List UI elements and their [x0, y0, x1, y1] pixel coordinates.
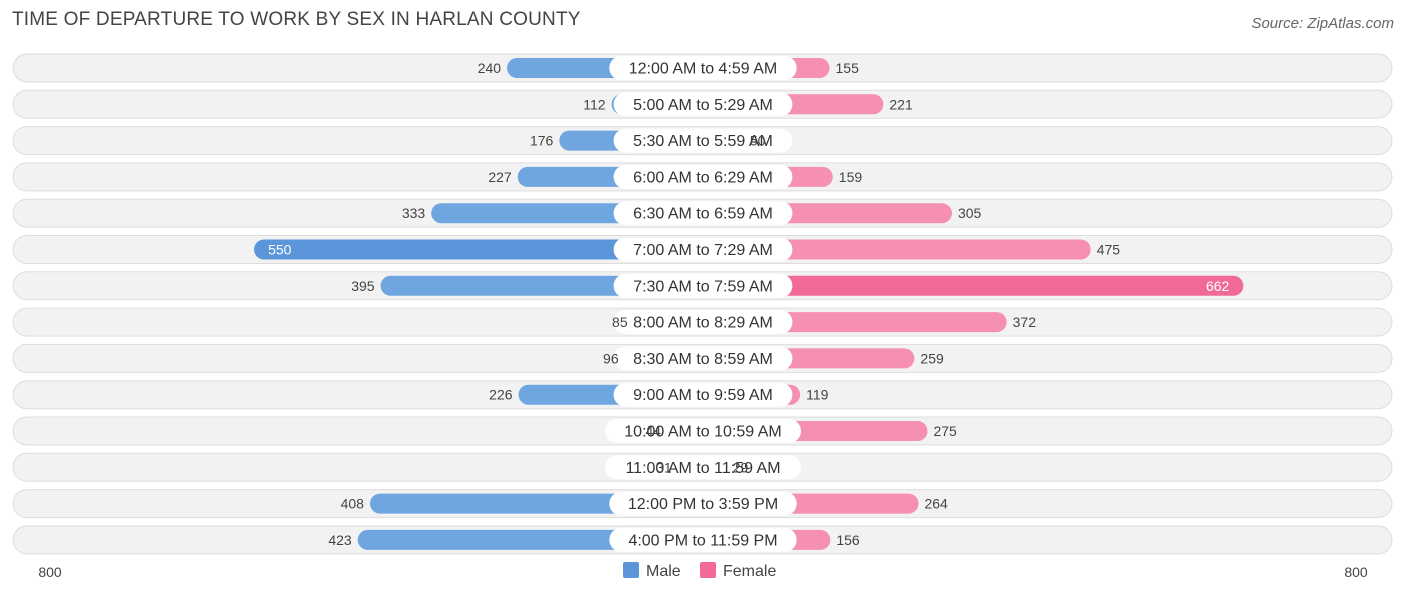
category-label: 12:00 PM to 3:59 PM — [628, 496, 778, 513]
category-label: 5:00 AM to 5:29 AM — [633, 97, 773, 114]
category-pill — [613, 310, 793, 335]
category-pill — [613, 237, 793, 262]
category-label: 8:00 AM to 8:29 AM — [633, 315, 773, 332]
category-label: 4:00 PM to 11:59 PM — [628, 532, 777, 549]
value-label-female: 305 — [958, 205, 982, 221]
value-label-male: 227 — [488, 169, 512, 185]
bar-male — [254, 239, 703, 260]
axis-tick-left: 800 — [38, 564, 62, 580]
category-pill — [609, 527, 797, 552]
value-label-female: 156 — [836, 532, 860, 548]
value-label-male: 31 — [656, 459, 672, 475]
category-pill — [605, 455, 801, 480]
value-label-male: 423 — [328, 532, 352, 548]
category-pill — [613, 382, 793, 407]
value-label-female: 119 — [806, 387, 829, 403]
value-label-female: 372 — [1013, 314, 1037, 330]
chart-row: 5:00 AM to 5:29 AM 112 221 — [12, 89, 1393, 119]
category-pill — [613, 346, 793, 371]
value-label-male: 240 — [478, 60, 502, 76]
category-pill — [609, 56, 797, 80]
legend: Male Female — [623, 562, 776, 580]
chart-row: 8:30 AM to 8:59 AM 96 259 — [12, 343, 1393, 373]
value-label-female: 221 — [889, 96, 913, 112]
value-label-male: 333 — [402, 205, 426, 221]
legend-label-male: Male — [646, 563, 681, 580]
category-pill — [605, 419, 801, 443]
chart-row: 8:00 AM to 8:29 AM 85 372 — [12, 307, 1393, 337]
category-label: 12:00 AM to 4:59 AM — [629, 61, 778, 78]
value-label-male: 85 — [612, 314, 628, 330]
value-label-female: 264 — [924, 496, 948, 512]
value-label-female: 159 — [839, 169, 863, 185]
category-label: 5:30 AM to 5:59 AM — [633, 133, 773, 150]
chart-row: 12:00 PM to 3:59 PM 408 264 — [12, 489, 1393, 519]
value-label-female: 29 — [733, 459, 749, 475]
value-label-female: 662 — [1206, 278, 1230, 294]
category-label: 8:30 AM to 8:59 AM — [633, 351, 773, 368]
value-label-male: 550 — [268, 242, 292, 258]
category-label: 9:00 AM to 9:59 AM — [633, 387, 773, 404]
value-label-male: 395 — [351, 278, 375, 294]
chart-rows: 12:00 AM to 4:59 AM 240 155 5:00 AM to 5:29… — [12, 53, 1393, 555]
value-label-female: 475 — [1097, 242, 1121, 258]
bar-female — [703, 239, 1091, 260]
value-label-male: 176 — [530, 133, 554, 149]
chart-row: 9:00 AM to 9:59 AM 226 119 — [12, 380, 1393, 410]
category-pill — [613, 164, 793, 189]
chart-row: 7:30 AM to 7:59 AM 395 662 — [12, 271, 1393, 301]
category-pill — [613, 92, 793, 117]
axis-tick-right: 800 — [1344, 564, 1368, 580]
value-label-female: 50 — [750, 133, 766, 149]
value-label-male: 408 — [341, 496, 365, 512]
chart-row: 7:00 AM to 7:29 AM 550 475 — [12, 235, 1393, 264]
legend-label-female: Female — [723, 563, 776, 580]
value-label-male: 112 — [583, 96, 606, 112]
value-label-male: 226 — [489, 387, 513, 403]
category-label: 6:30 AM to 6:59 AM — [633, 206, 773, 223]
category-pill — [613, 128, 793, 153]
category-pill — [613, 273, 793, 298]
value-label-female: 275 — [933, 423, 957, 439]
value-label-male: 44 — [646, 423, 662, 439]
chart-row: 4:00 PM to 11:59 PM 423 156 — [12, 525, 1393, 555]
chart-row: 6:30 AM to 6:59 AM 333 305 — [12, 198, 1393, 228]
legend-swatch-male — [623, 562, 639, 578]
chart-source: Source: ZipAtlas.com — [1251, 15, 1394, 32]
category-label: 7:30 AM to 7:59 AM — [633, 278, 773, 295]
category-label: 10:00 AM to 10:59 AM — [624, 424, 781, 441]
chart-row: 12:00 AM to 4:59 AM 240 155 — [12, 53, 1393, 83]
value-label-male: 96 — [603, 350, 619, 366]
category-pill — [613, 201, 793, 226]
value-label-female: 259 — [920, 350, 944, 366]
value-label-female: 155 — [836, 60, 860, 76]
chart-row: 5:30 AM to 5:59 AM 176 50 — [12, 126, 1393, 156]
bar-female — [703, 275, 1244, 296]
chart-row: 6:00 AM to 6:29 AM 227 159 — [12, 162, 1393, 192]
category-label: 6:00 AM to 6:29 AM — [633, 169, 773, 186]
category-pill — [609, 491, 797, 516]
category-label: 7:00 AM to 7:29 AM — [633, 242, 773, 259]
category-label: 11:00 AM to 11:59 AM — [625, 460, 780, 477]
chart-title: TIME OF DEPARTURE TO WORK BY SEX IN HARL… — [12, 9, 581, 30]
legend-swatch-female — [700, 562, 716, 578]
